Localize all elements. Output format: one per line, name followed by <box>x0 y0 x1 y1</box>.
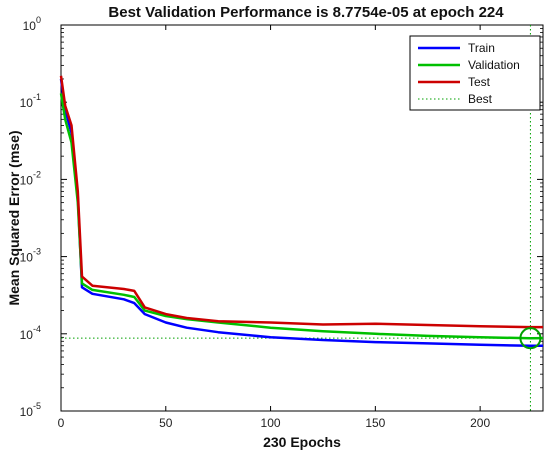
x-tick-label: 100 <box>261 416 281 430</box>
x-tick-label: 150 <box>365 416 385 430</box>
y-tick-base: 10 <box>20 96 34 110</box>
y-tick-label: 10-1 <box>20 92 41 110</box>
series-line-test <box>59 75 543 329</box>
chart-title: Best Validation Performance is 8.7754e-0… <box>108 4 504 21</box>
y-tick-base: 10 <box>20 251 34 265</box>
legend-label: Validation <box>468 58 520 72</box>
y-tick-exponent: -3 <box>33 247 41 257</box>
x-tick-label: 200 <box>470 416 490 430</box>
y-axis-label: Mean Squared Error (mse) <box>6 130 22 305</box>
y-tick-exponent: -2 <box>33 169 41 179</box>
y-tick-base: 10 <box>23 19 37 33</box>
best-point-marker <box>519 327 542 350</box>
y-tick-label: 10-5 <box>20 401 41 419</box>
x-tick-label: 50 <box>159 416 173 430</box>
y-tick-base: 10 <box>20 328 34 342</box>
y-tick-label: 10-4 <box>20 324 41 342</box>
y-tick-label: 100 <box>23 15 41 33</box>
legend: Train Validation Test Best <box>409 35 541 111</box>
legend-label: Train <box>468 41 495 55</box>
y-tick-exponent: -5 <box>33 401 41 411</box>
x-axis-label: 230 Epochs <box>263 434 341 450</box>
y-tick-exponent: 0 <box>36 15 41 25</box>
y-tick-label: 10-2 <box>20 169 41 187</box>
y-tick-base: 10 <box>20 405 34 419</box>
legend-label: Test <box>468 75 491 89</box>
y-tick-base: 10 <box>20 173 34 187</box>
y-tick-exponent: -4 <box>33 324 41 334</box>
series-layer <box>59 75 544 350</box>
y-tick-exponent: -1 <box>33 92 41 102</box>
x-tick-label: 0 <box>58 416 65 430</box>
y-tick-label: 10-3 <box>20 247 41 265</box>
legend-label: Best <box>468 92 493 106</box>
